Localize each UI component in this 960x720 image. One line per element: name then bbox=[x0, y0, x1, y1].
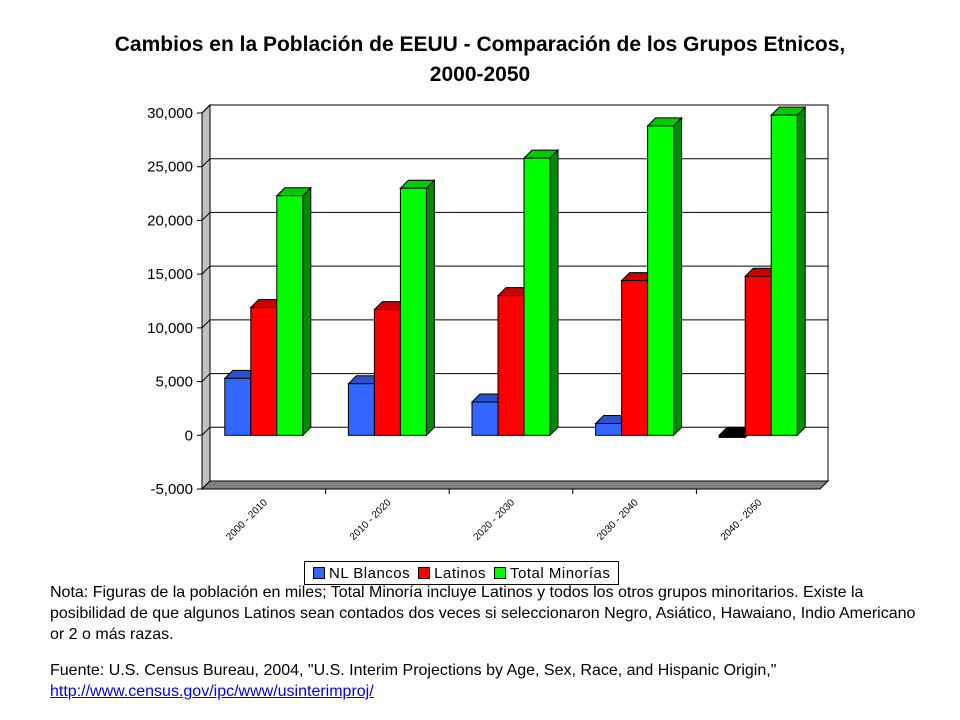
bar-latinos bbox=[744, 275, 772, 436]
y-tick-label: -5,000 bbox=[150, 481, 193, 498]
chart-legend: NL Blancos Latinos Total Minorías bbox=[304, 561, 620, 585]
y-tick-label: 30,000 bbox=[147, 105, 193, 122]
y-tick-label: 15,000 bbox=[147, 266, 193, 283]
x-tick-label: 2020 - 2030 bbox=[472, 497, 518, 543]
bar-nl-blancos bbox=[471, 401, 499, 436]
bar-total-minor-as bbox=[647, 125, 675, 436]
legend-label-latinos: Latinos bbox=[434, 564, 487, 582]
floor bbox=[200, 480, 830, 490]
gridline bbox=[201, 211, 828, 221]
y-tick-label: 10,000 bbox=[147, 320, 193, 337]
bar-nl-blancos bbox=[347, 383, 375, 436]
gridline bbox=[201, 265, 828, 275]
chart-title-line-1: Cambios en la Población de EEUU - Compar… bbox=[114, 33, 846, 56]
source-link[interactable]: http://www.census.gov/ipc/www/usinterimp… bbox=[50, 683, 374, 700]
chart-title-line-2: 2000-2050 bbox=[429, 63, 531, 86]
legend-label-nl-blancos: NL Blancos bbox=[329, 564, 411, 582]
bar-total-minor-as bbox=[399, 187, 427, 436]
y-tick-label: 5,000 bbox=[155, 374, 193, 391]
x-tick-label: 2010 - 2020 bbox=[348, 497, 394, 543]
x-tick-label: 2000 - 2010 bbox=[224, 497, 270, 543]
bar-latinos bbox=[497, 295, 525, 436]
legend-item-nl-blancos: NL Blancos bbox=[313, 565, 410, 582]
bar-side-total-minor-as bbox=[425, 178, 435, 437]
y-tick-label: 25,000 bbox=[147, 159, 193, 176]
bar-latinos bbox=[250, 306, 278, 436]
bar-side-total-minor-as bbox=[549, 148, 559, 437]
gridline bbox=[201, 104, 828, 114]
y-tick-label: 20,000 bbox=[147, 212, 193, 229]
bar-side-total-minor-as bbox=[302, 186, 312, 437]
source-text: Fuente: U.S. Census Bureau, 2004, "U.S. … bbox=[50, 662, 777, 679]
legend-swatch-total-minorias bbox=[494, 567, 507, 579]
legend-swatch-latinos bbox=[418, 567, 431, 579]
bar-nl-blancos bbox=[718, 434, 746, 438]
y-tick-label: 0 bbox=[185, 427, 193, 444]
bar-chart: 30,000 25,000 20,000 15,000 10,000 5,000 0 -5,0… bbox=[147, 103, 830, 543]
bar-latinos bbox=[621, 280, 649, 436]
legend-item-latinos: Latinos bbox=[418, 565, 486, 582]
gridline bbox=[201, 158, 828, 168]
bar-total-minor-as bbox=[276, 195, 304, 436]
bar-side-total-minor-as bbox=[796, 105, 806, 437]
legend-swatch-nl-blancos bbox=[313, 567, 325, 579]
chart-note: Nota: Figuras de la población en miles; … bbox=[50, 584, 916, 643]
legend-label-total-minorias: Total Minorías bbox=[510, 564, 611, 582]
bar-latinos bbox=[373, 309, 401, 436]
x-tick-label: 2040 - 2050 bbox=[719, 497, 765, 543]
bar-nl-blancos bbox=[595, 422, 623, 436]
bar-total-minor-as bbox=[770, 114, 798, 436]
legend-item-total-minorias: Total Minorías bbox=[494, 565, 610, 582]
bar-nl-blancos bbox=[224, 377, 252, 436]
bar-total-minor-as bbox=[523, 157, 551, 436]
bar-side-total-minor-as bbox=[673, 116, 683, 437]
chart-source: Fuente: U.S. Census Bureau, 2004, "U.S. … bbox=[50, 660, 920, 702]
x-tick-label: 2030 - 2040 bbox=[595, 497, 641, 543]
chart-title: Cambios en la Población de EEUU - Compar… bbox=[40, 30, 920, 90]
